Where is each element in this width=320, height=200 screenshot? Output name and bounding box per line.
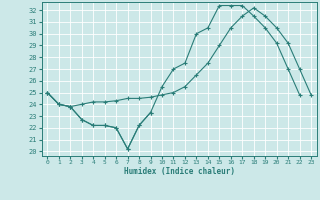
X-axis label: Humidex (Indice chaleur): Humidex (Indice chaleur) — [124, 167, 235, 176]
